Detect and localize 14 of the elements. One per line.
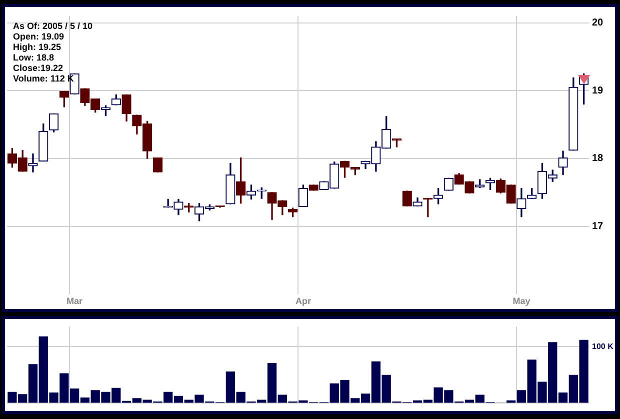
y-tick-label: 19	[592, 85, 604, 96]
x-tick-label: May	[512, 296, 530, 306]
y-tick-label: 18	[592, 153, 604, 164]
x-tick-label: Mar	[66, 296, 84, 306]
annotation: As Of: 2005 / 5 / 10	[13, 20, 93, 31]
annotation: Close:19.22	[13, 62, 64, 73]
annotation: Open: 19.09	[13, 31, 64, 42]
y-tick-label: 17	[592, 221, 604, 232]
annotation: High: 19.25	[13, 42, 62, 52]
candlestick	[28, 153, 38, 172]
y-tick-label: 20	[592, 18, 604, 29]
x-tick-label: Apr	[295, 296, 312, 306]
y-tick-label: 100 K	[592, 342, 614, 351]
annotation: Low: 18.8	[13, 52, 54, 62]
